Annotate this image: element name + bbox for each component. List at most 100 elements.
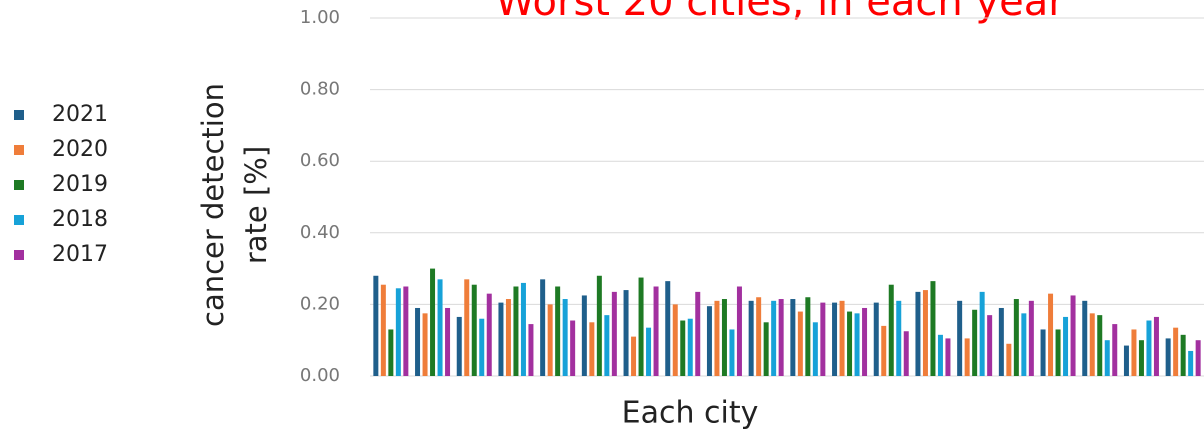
bar <box>1063 316 1069 376</box>
bar <box>729 329 735 376</box>
bar <box>714 300 720 376</box>
bar <box>930 281 936 376</box>
bar <box>1195 340 1201 376</box>
bar <box>1006 343 1012 376</box>
bar <box>1097 315 1103 376</box>
bar <box>937 334 943 376</box>
legend-label: 2017 <box>52 242 108 267</box>
bar <box>486 293 492 376</box>
y-tick-label: 0.00 <box>300 365 340 386</box>
bar <box>1040 329 1046 376</box>
bar <box>1112 324 1118 376</box>
bar <box>403 286 409 376</box>
bar <box>540 279 546 376</box>
bar <box>1082 300 1088 376</box>
chart-title: Worst 20 cities, in each year <box>495 0 1065 25</box>
bar <box>972 309 978 376</box>
bar <box>888 284 894 376</box>
legend-swatch <box>14 110 24 120</box>
bar <box>1055 329 1061 376</box>
bar <box>1180 334 1186 376</box>
bar <box>1138 340 1144 376</box>
bar <box>854 313 860 376</box>
bar <box>422 313 428 376</box>
bar <box>611 291 617 376</box>
legend-label: 2020 <box>52 137 108 162</box>
bar <box>1165 338 1171 376</box>
bar <box>596 275 602 376</box>
y-tick-label: 0.40 <box>300 222 340 243</box>
bar <box>1089 313 1095 376</box>
bar <box>771 300 777 376</box>
bar <box>903 331 909 376</box>
bar <box>915 291 921 376</box>
bar <box>957 300 963 376</box>
bar <box>873 302 879 376</box>
bar <box>1104 340 1110 376</box>
bar <box>964 338 970 376</box>
bar <box>721 299 727 376</box>
bar <box>1146 320 1152 376</box>
legend-swatch <box>14 215 24 225</box>
bar <box>623 290 629 376</box>
bar <box>1153 316 1159 376</box>
bar <box>631 336 637 376</box>
bar <box>1173 327 1179 376</box>
bar <box>547 304 553 376</box>
bar <box>812 322 818 376</box>
bar <box>945 338 951 376</box>
bar <box>604 315 610 376</box>
bar <box>987 315 993 376</box>
bar <box>1123 345 1129 376</box>
bar <box>646 327 652 376</box>
bar <box>1028 300 1034 376</box>
bar <box>555 286 561 376</box>
bar <box>805 297 811 376</box>
bar <box>665 281 671 376</box>
bar <box>479 318 485 376</box>
bar <box>498 302 504 376</box>
bar <box>464 279 470 376</box>
y-tick-label: 0.80 <box>300 79 340 100</box>
bar <box>562 299 568 376</box>
legend-label: 2019 <box>52 172 108 197</box>
y-tick-label: 1.00 <box>300 7 340 28</box>
legend-swatch <box>14 145 24 155</box>
bar <box>395 288 401 376</box>
bar <box>373 275 379 376</box>
bar <box>736 286 742 376</box>
bar <box>881 325 887 376</box>
bar <box>1048 293 1054 376</box>
bar <box>832 302 838 376</box>
bar <box>638 277 644 376</box>
bar <box>388 329 394 376</box>
bar <box>653 286 659 376</box>
bar <box>513 286 519 376</box>
x-axis-label: Each city <box>622 396 759 431</box>
bar <box>680 320 686 376</box>
bar <box>922 290 928 376</box>
bar <box>1131 329 1137 376</box>
bar <box>528 324 534 376</box>
bar <box>672 304 678 376</box>
bar <box>415 307 421 376</box>
bar <box>763 322 769 376</box>
bar <box>430 268 436 376</box>
bar <box>456 316 462 376</box>
bar <box>505 299 511 376</box>
legend-label: 2021 <box>52 102 108 127</box>
bar <box>687 318 693 376</box>
bar <box>380 284 386 376</box>
y-tick-label: 0.60 <box>300 150 340 171</box>
bar <box>748 300 754 376</box>
bar <box>706 306 712 376</box>
bar <box>778 299 784 376</box>
bar <box>979 291 985 376</box>
bar <box>695 291 701 376</box>
bar <box>1188 350 1194 376</box>
legend-swatch <box>14 180 24 190</box>
bar <box>820 302 826 376</box>
bar <box>581 295 587 376</box>
